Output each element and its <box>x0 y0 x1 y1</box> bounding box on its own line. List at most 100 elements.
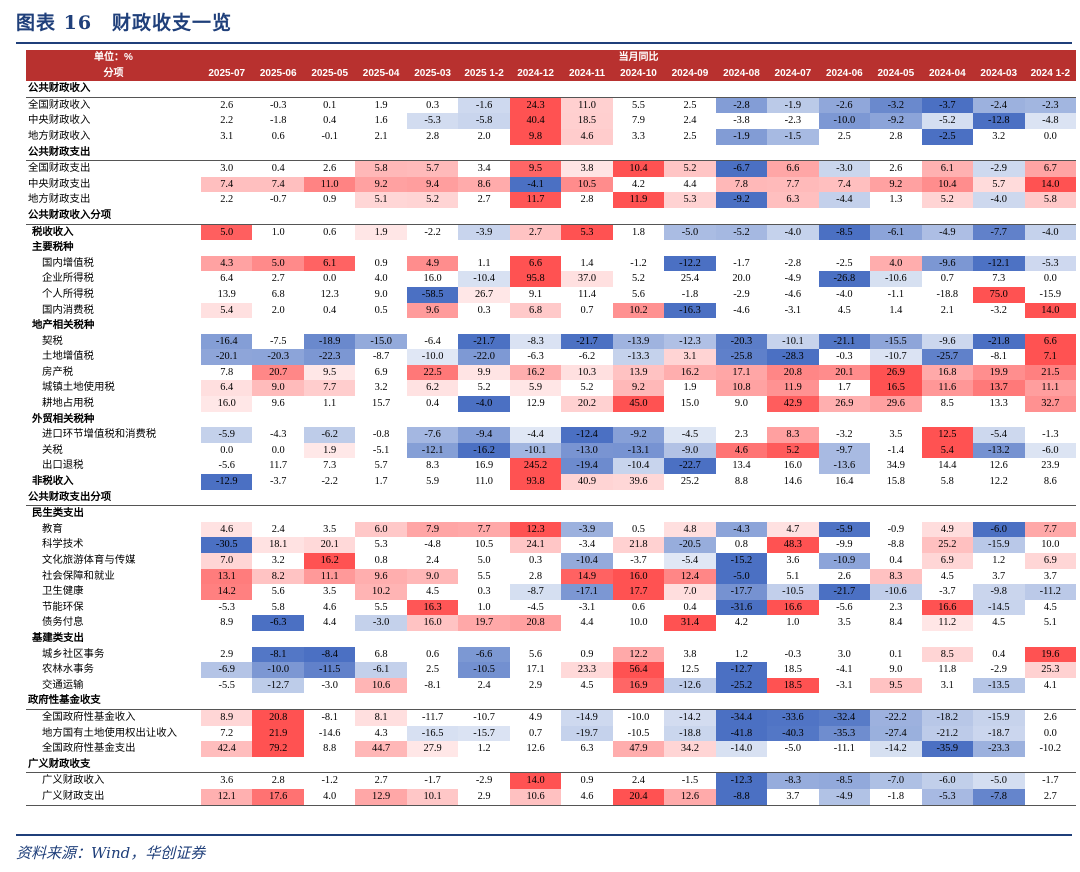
row-label: 公共财政收入 <box>26 81 201 98</box>
value-cell: -18.7 <box>973 725 1025 742</box>
value-cell <box>921 756 974 774</box>
value-cell <box>664 693 716 710</box>
value-cell: 39.6 <box>612 474 665 490</box>
value-cell: 0.9 <box>374 257 388 269</box>
value-cell <box>819 412 870 428</box>
value-cell: 2.9 <box>458 788 510 806</box>
value-cell: -13.9 <box>612 333 665 350</box>
value-cell: 8.3 <box>767 427 819 443</box>
source-note: 资料来源：Wind，华创证券 <box>16 844 206 862</box>
value-cell: -1.5 <box>681 775 699 787</box>
value-cell: -18.2 <box>921 709 974 726</box>
value-cell: 5.9 <box>426 476 440 488</box>
value-cell: 19.7 <box>458 615 510 631</box>
value-cell <box>458 207 510 225</box>
row-label: 全国财政支出 <box>28 163 91 175</box>
value-cell <box>973 506 1024 522</box>
value-cell <box>201 756 253 774</box>
value-cell: 20.8 <box>509 615 562 631</box>
value-cell: 29.6 <box>870 396 922 412</box>
value-cell: 8.8 <box>323 743 337 755</box>
value-cell: 7.7 <box>1024 521 1077 538</box>
value-cell: 8.2 <box>252 568 304 585</box>
value-cell: 2.2 <box>220 115 234 127</box>
value-cell: -11.7 <box>421 711 444 723</box>
value-cell <box>355 240 406 256</box>
value-cell: 9.5 <box>509 160 562 177</box>
value-cell <box>664 506 715 522</box>
table-row: 城乡社区事务 2.9 -8.1 -8.4 6.8 0.6 -6.6 5.6 0.9 12.2 3.8… <box>26 646 1077 663</box>
table-row: 耕地占用税 16.0 9.6 1.1 15.7 0.4 -4.0 12.9 20.2 45.0 15… <box>26 396 1077 412</box>
value-cell: 0.0 <box>220 444 234 456</box>
table-row: 债务付息 8.9 -6.3 4.4 -3.0 16.0 19.7 20.8 4.4 10.0 31.… <box>26 615 1076 631</box>
value-cell: 5.2 <box>664 160 716 177</box>
value-cell: 9.5 <box>870 677 922 694</box>
value-cell: -5.2 <box>715 224 768 241</box>
value-cell: 75.0 <box>973 286 1025 303</box>
value-cell: 0.3 <box>477 586 491 598</box>
value-cell: 20.1 <box>303 537 356 553</box>
value-cell: 0.3 <box>529 555 543 566</box>
value-cell: -14.6 <box>318 727 341 739</box>
value-cell: -8.5 <box>818 224 871 241</box>
value-cell: 11.2 <box>921 615 974 631</box>
row-label: 主要税种 <box>32 242 74 254</box>
column-header: 2024-10 <box>612 65 665 82</box>
value-cell: 16.5 <box>870 380 922 397</box>
value-cell: 12.1 <box>201 788 253 806</box>
value-cell <box>252 207 304 225</box>
value-cell: -12.1 <box>973 255 1025 272</box>
value-cell: 32.7 <box>1024 396 1077 412</box>
value-cell: -20.1 <box>201 349 253 365</box>
value-cell: -19.7 <box>561 725 613 742</box>
value-cell: -6.0 <box>1024 442 1077 459</box>
value-cell: -9.6 <box>921 333 974 350</box>
value-cell <box>406 693 459 710</box>
value-cell: 12.6 <box>989 460 1008 472</box>
row-label: 社会保障和就业 <box>42 570 115 582</box>
value-cell: -18.8 <box>936 288 959 300</box>
value-cell <box>613 412 664 428</box>
row-label: 个人所得税 <box>42 288 94 300</box>
value-cell: -0.3 <box>784 648 802 660</box>
value-cell <box>407 631 458 647</box>
value-cell: 2.1 <box>940 304 954 316</box>
value-cell: 8.5 <box>921 646 974 663</box>
value-cell: -5.6 <box>836 601 853 613</box>
value-cell <box>304 631 355 647</box>
value-cell: 14.0 <box>1024 176 1077 193</box>
value-cell: -4.3 <box>715 521 768 538</box>
value-cell <box>201 631 252 647</box>
value-cell <box>406 489 459 507</box>
row-label: 国内消费税 <box>42 304 94 316</box>
row-label: 地产相关税种 <box>32 320 95 332</box>
value-cell: -5.3 <box>406 113 459 129</box>
value-cell: 5.0 <box>477 555 491 566</box>
value-cell: 12.4 <box>664 568 716 585</box>
value-cell: 1.6 <box>374 115 388 127</box>
value-cell <box>664 318 715 334</box>
value-cell <box>252 144 304 162</box>
value-cell: 6.9 <box>921 553 974 569</box>
value-cell: 26.7 <box>458 286 510 303</box>
value-cell <box>252 756 304 774</box>
value-cell: -8.3 <box>767 772 819 789</box>
value-cell: 3.5 <box>323 523 337 535</box>
value-cell: 1.0 <box>477 601 491 613</box>
value-cell <box>664 631 715 647</box>
value-cell: -12.3 <box>664 333 716 350</box>
table-row: 地方国有土地使用权出让收入 7.2 21.9 -14.6 4.3 -16.5 -15.7 0.… <box>26 725 1076 742</box>
value-cell: 4.9 <box>406 255 459 272</box>
value-cell <box>561 631 612 647</box>
value-cell: 95.8 <box>509 271 562 287</box>
value-cell: -6.2 <box>578 351 596 363</box>
table-row: 科学技术 -30.5 18.1 20.1 5.3 -4.8 10.5 24.1 -3.4 21.8… <box>26 537 1076 553</box>
value-cell <box>406 144 459 162</box>
value-cell <box>406 207 459 225</box>
value-cell: -0.1 <box>321 130 338 142</box>
value-cell <box>767 144 819 162</box>
value-cell: -6.3 <box>527 351 544 363</box>
value-cell: -10.2 <box>1039 743 1062 755</box>
value-cell: 2.5 <box>683 99 697 111</box>
value-cell <box>715 756 768 774</box>
